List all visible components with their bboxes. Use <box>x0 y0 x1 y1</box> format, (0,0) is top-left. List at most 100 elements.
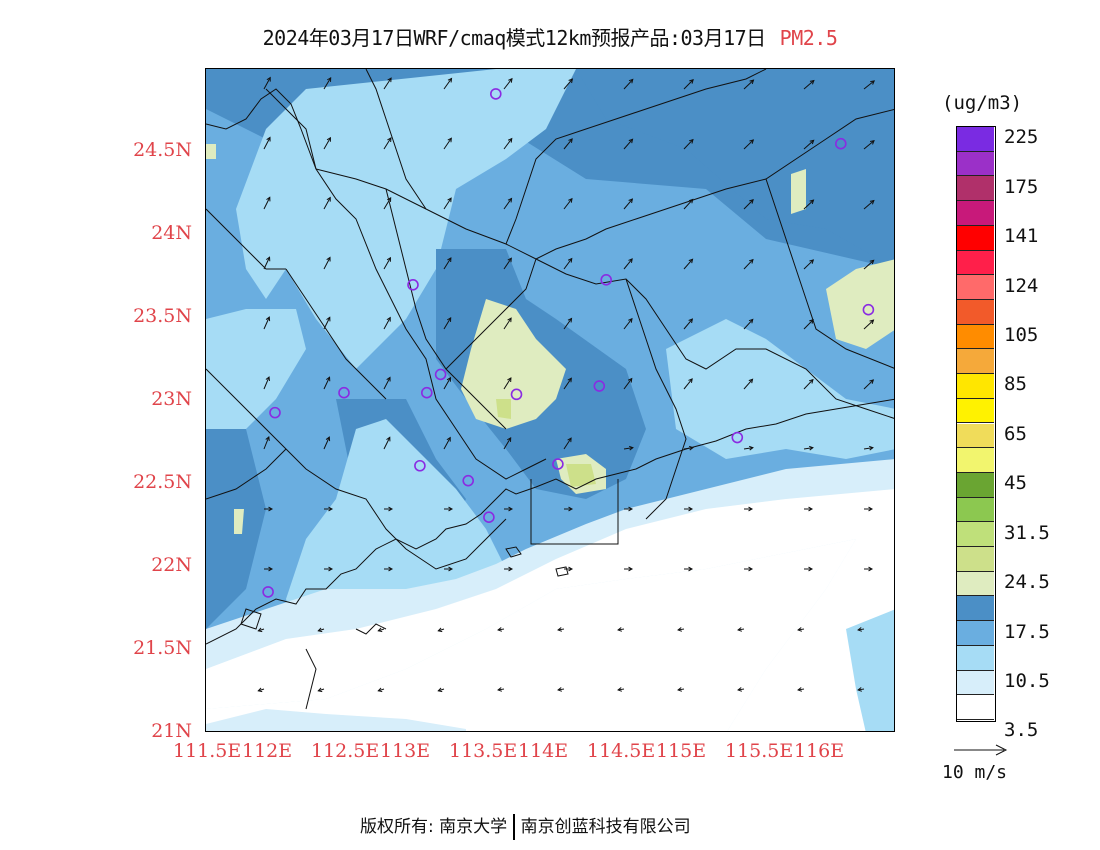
station-marker <box>338 386 350 399</box>
wind-arrow-head <box>265 316 271 322</box>
wind-arrow-head <box>317 627 323 633</box>
chart-title: 2024年03月17日WRF/cmaq模式12km预报产品:03月17日 PM2.… <box>0 22 1100 51</box>
longitude-tick-label: 113E <box>380 740 431 762</box>
wind-arrow <box>383 377 391 390</box>
wind-arrow <box>383 257 391 270</box>
wind-arrow <box>323 77 332 90</box>
wind-arrow-head <box>868 566 874 572</box>
wind-arrow-head <box>557 687 563 692</box>
station-marker <box>262 586 274 598</box>
wind-arrow <box>443 257 452 270</box>
colorbar-swatch <box>957 547 994 572</box>
wind-arrow-head <box>386 316 391 322</box>
wind-arrow-head <box>869 140 875 145</box>
wind-arrow-head <box>748 318 754 324</box>
wind-arrow-head <box>437 687 443 693</box>
footer-separator <box>513 814 515 840</box>
wind-arrow <box>563 258 573 270</box>
colorbar-label: 65 <box>1004 422 1027 445</box>
wind-arrow-head <box>809 199 815 205</box>
wind-arrow-head <box>628 78 634 84</box>
wind-arrow-head <box>677 627 683 632</box>
latitude-tick-label: 23N <box>151 388 192 410</box>
wind-arrow-head <box>386 196 392 202</box>
colorbar-swatch <box>957 645 994 671</box>
wind-arrow-head <box>446 436 451 442</box>
wind-arrow-head <box>447 77 453 83</box>
wind-arrow-head <box>265 376 270 382</box>
wind-reference-arrow <box>954 744 1008 756</box>
colorbar-swatch <box>957 497 994 523</box>
wind-arrow <box>863 379 874 390</box>
colorbar-label: 85 <box>1004 373 1027 396</box>
wind-arrow-head <box>507 317 512 323</box>
wind-arrow <box>383 317 391 330</box>
wind-arrow <box>803 379 814 390</box>
wind-arrow-head <box>508 506 514 512</box>
wind-arrow-head <box>257 627 263 633</box>
title-pollutant: PM2.5 <box>779 26 838 50</box>
wind-arrow-head <box>567 377 572 383</box>
station-marker <box>600 274 613 286</box>
wind-arrow <box>623 447 633 450</box>
wind-arrow-head <box>448 566 454 572</box>
station-marker <box>593 380 606 392</box>
wind-arrow <box>803 259 814 270</box>
map-plot-area[interactable] <box>205 68 895 732</box>
colorbar-label: 10.5 <box>1004 669 1050 692</box>
title-main: 2024年03月17日WRF/cmaq模式12km预报产品:03月17日 <box>262 26 767 50</box>
wind-arrow <box>803 139 815 150</box>
wind-arrow <box>383 437 391 450</box>
wind-arrow-head <box>387 77 392 83</box>
wind-arrow <box>443 197 452 210</box>
wind-arrow <box>323 377 330 390</box>
monitoring-stations <box>262 88 875 598</box>
colorbar-swatch <box>957 374 994 399</box>
wind-arrow-head <box>869 379 875 384</box>
colorbar-label: 31.5 <box>1004 521 1050 544</box>
wind-arrow-head <box>688 445 694 451</box>
wind-arrow-head <box>748 445 754 451</box>
wind-arrow-head <box>265 435 270 441</box>
colorbar-swatch <box>957 275 994 300</box>
wind-arrow-head <box>797 627 803 632</box>
wind-arrow <box>443 317 452 330</box>
colorbar-label: 175 <box>1004 175 1039 198</box>
wind-arrow-head <box>809 319 814 324</box>
wind-arrow <box>263 257 270 270</box>
wind-arrow-head <box>737 687 743 692</box>
wind-arrow <box>503 78 513 90</box>
colorbar-swatch <box>957 522 994 548</box>
wind-arrow-head <box>447 137 452 143</box>
colorbar-swatch <box>957 571 994 597</box>
copyright-text: 版权所有: 南京大学 <box>360 817 508 837</box>
wind-arrow <box>263 77 271 90</box>
wind-arrow-head <box>870 80 875 85</box>
wind-arrow <box>563 138 573 150</box>
wind-arrow <box>863 319 874 330</box>
wind-arrow <box>743 199 754 210</box>
footer-copyright: 版权所有: 南京大学 南京创蓝科技有限公司 <box>360 812 691 840</box>
wind-arrow-head <box>257 687 263 693</box>
colorbar-swatch <box>957 472 994 498</box>
admin-boundaries <box>206 69 894 570</box>
wind-vectors <box>257 76 875 693</box>
wind-arrow <box>383 137 392 150</box>
wind-arrow-head <box>266 256 271 262</box>
wind-arrow <box>803 80 815 90</box>
station-marker <box>414 459 426 472</box>
wind-arrow <box>743 139 754 150</box>
wind-arrow <box>623 258 633 270</box>
wind-arrow <box>863 200 875 210</box>
station-marker <box>407 279 419 291</box>
wind-arrow-head <box>497 627 503 632</box>
wind-arrow <box>743 259 754 270</box>
wind-arrow <box>683 318 693 330</box>
wind-arrow-head <box>325 436 331 442</box>
longitude-tick-label: 112E <box>242 740 293 762</box>
wind-arrow-head <box>388 566 394 572</box>
station-marker <box>489 88 502 100</box>
wind-arrow-head <box>447 257 452 263</box>
wind-arrow-head <box>568 138 573 143</box>
wind-arrow-head <box>326 256 331 262</box>
